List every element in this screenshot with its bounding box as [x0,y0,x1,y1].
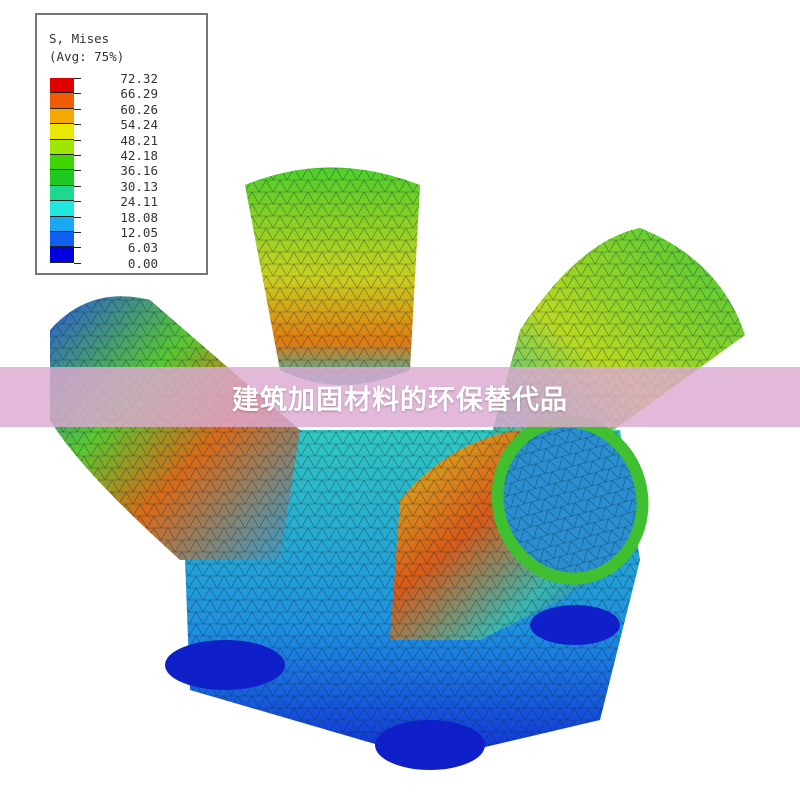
legend-band [50,154,74,171]
legend-tick-label: 42.18 [120,147,158,163]
legend-band [50,78,74,94]
legend-color-bar [50,78,74,263]
legend-band [50,108,74,125]
legend-tick-label: 0.00 [127,255,158,271]
legend-tick-label: 66.29 [120,86,158,102]
stress-legend: S, Mises (Avg: 75%) 72.32 66.29 60.26 54.24… [35,13,208,275]
legend-band [50,247,74,263]
legend-tick-label: 54.24 [120,117,158,133]
legend-tick-label: 48.21 [120,132,158,148]
pipe-front [390,415,649,640]
legend-band [50,93,74,109]
legend-band [50,170,74,186]
legend-tick-label: 6.03 [127,240,158,256]
title-banner: 建筑加固材料的环保替代品 [0,367,800,427]
pipe-left [50,296,300,560]
pipe-top [245,167,420,385]
legend-band [50,216,74,232]
legend-subtitle: (Avg: 75%) [49,49,125,64]
legend-tick-label: 18.08 [120,209,158,225]
legend-tick-label: 30.13 [120,178,158,194]
legend-band [50,201,74,217]
legend-tick-label: 24.11 [120,194,158,210]
legend-title: S, Mises [49,31,110,46]
legend-tick-label: 36.16 [120,163,158,179]
legend-band [50,185,74,202]
legend-tick-label: 12.05 [120,224,158,240]
legend-tick-label: 72.32 [120,71,158,86]
legend-band [50,231,74,248]
legend-band [50,124,74,140]
banner-title: 建筑加固材料的环保替代品 [232,384,568,416]
legend-band [50,139,74,155]
legend-tick-label: 60.26 [120,101,158,117]
